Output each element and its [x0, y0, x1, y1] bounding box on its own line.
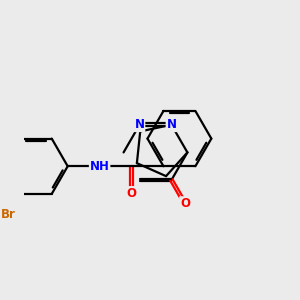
- Text: N: N: [167, 118, 176, 131]
- Text: O: O: [180, 197, 190, 210]
- Text: O: O: [127, 187, 136, 200]
- Text: Br: Br: [0, 208, 15, 221]
- Text: N: N: [134, 118, 145, 131]
- Text: NH: NH: [90, 160, 110, 173]
